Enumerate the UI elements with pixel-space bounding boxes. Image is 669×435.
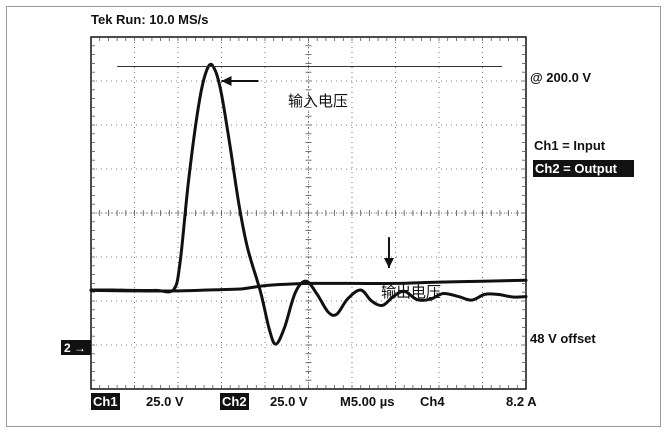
header-title: Tek Run: 10.0 MS/s: [91, 12, 209, 27]
arrow-input-head: [221, 76, 232, 86]
ch2-legend: Ch2 = Output: [535, 161, 618, 176]
footer-ch1: Ch1: [93, 394, 118, 409]
footer-ch1-bg: [91, 393, 120, 410]
arrow-output-head: [383, 258, 394, 268]
footer-ch2-scale: 25.0 V: [270, 394, 308, 409]
scope-traces: [89, 62, 528, 346]
output-voltage-label: 输出电压: [381, 284, 441, 301]
trace-input: [89, 62, 528, 346]
offset-label: 48 V offset: [530, 331, 596, 346]
footer-ch1-scale: 25.0 V: [146, 394, 184, 409]
figure-frame: [6, 6, 661, 427]
footer-ch2: Ch2: [222, 394, 247, 409]
ch2-ground-marker: 2 →: [64, 341, 86, 355]
level-label: @ 200.0 V: [530, 70, 591, 85]
footer-ch4: Ch4: [420, 394, 445, 409]
ch1-legend: Ch1 = Input: [534, 138, 606, 153]
scope-graticule: [91, 37, 526, 389]
footer-timebase: M5.00 µs: [340, 394, 394, 409]
ch2-legend-bg: [533, 160, 634, 177]
trace-output: [89, 278, 528, 293]
ch2-ground-marker-bg: [61, 340, 91, 355]
scope-annotations: [117, 65, 503, 268]
input-voltage-label: 输入电压: [288, 93, 348, 110]
footer-ch4-scale: 8.2 A: [506, 394, 537, 409]
footer-ch2-bg: [220, 393, 249, 410]
